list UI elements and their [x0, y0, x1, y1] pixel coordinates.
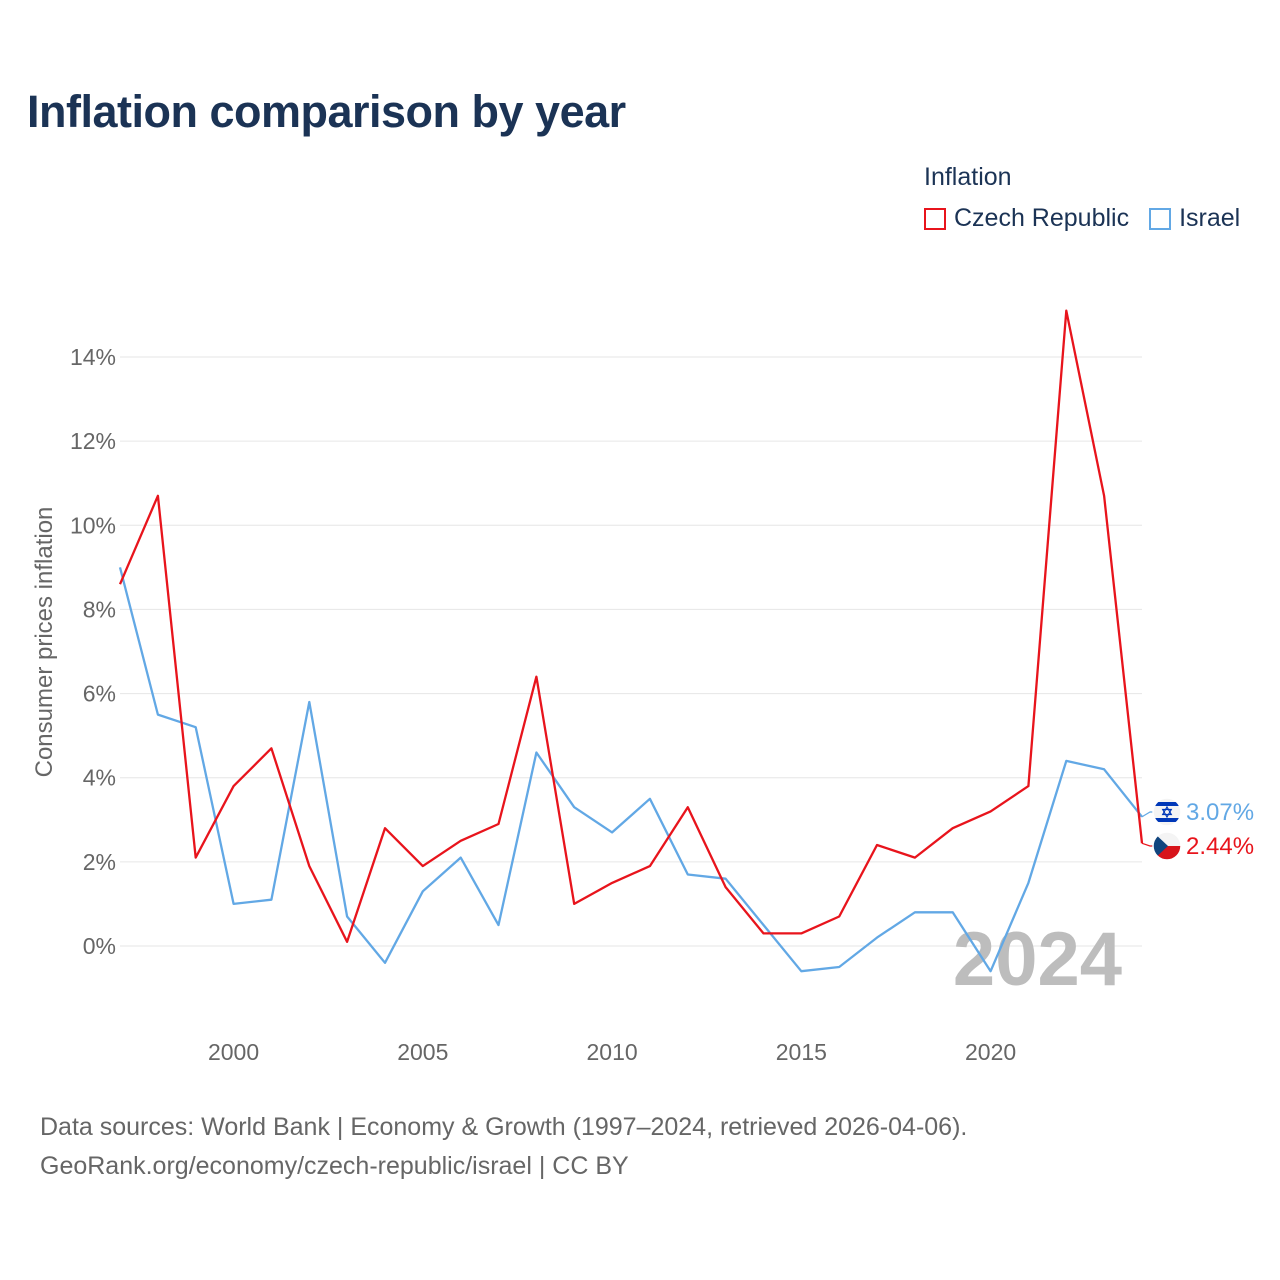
legend-title: Inflation — [924, 163, 1012, 191]
year-watermark: 2024 — [953, 917, 1122, 1002]
end-label-israel: 3.07% — [1186, 799, 1254, 826]
end-connector — [1141, 842, 1154, 847]
x-tick-label: 2005 — [397, 1039, 448, 1065]
end-labels: 2.44% 3.07% — [1141, 797, 1254, 861]
legend-swatch-israel — [1149, 207, 1172, 230]
y-axis-label: Consumer prices inflation — [31, 507, 58, 778]
x-tick-label: 2000 — [208, 1039, 259, 1065]
x-tick-label: 2010 — [586, 1039, 637, 1065]
source-note: Data sources: World Bank | Economy & Gro… — [40, 1108, 967, 1186]
y-tick-label: 12% — [70, 428, 116, 454]
legend: Czech Republic Israel — [924, 204, 1240, 233]
line-chart: 0% 2% 4% 6% 8% 10% 12% 14% 2000 2005 2010 2015 2020… — [31, 309, 1254, 1065]
y-tick-label: 4% — [83, 765, 116, 791]
end-connector — [1141, 811, 1154, 818]
y-tick-label: 2% — [83, 849, 116, 875]
series-line-czech-republic[interactable] — [118, 309, 1144, 943]
series-line-israel[interactable] — [118, 567, 1143, 973]
y-tick-label: 6% — [83, 681, 116, 707]
legend-label-israel: Israel — [1179, 204, 1241, 232]
legend-swatch-czech-republic — [924, 207, 946, 230]
y-tick-label: 0% — [83, 933, 116, 959]
source-line-1: Data sources: World Bank | Economy & Gro… — [40, 1113, 968, 1141]
y-tick-label: 10% — [70, 512, 116, 538]
israel-flag-icon — [1152, 797, 1182, 827]
y-tick-label: 8% — [83, 596, 116, 622]
czech-flag-icon — [1152, 831, 1182, 861]
source-line-2: GeoRank.org/economy/czech-republic/israe… — [40, 1152, 629, 1180]
x-tick-label: 2020 — [965, 1039, 1016, 1065]
x-axis-ticks: 2000 2005 2010 2015 2020 — [208, 1039, 1016, 1065]
x-tick-label: 2015 — [776, 1039, 827, 1065]
series-lines — [118, 309, 1144, 973]
chart-title: Inflation comparison by year — [27, 86, 626, 137]
legend-label-czech-republic: Czech Republic — [954, 204, 1130, 232]
y-axis-ticks: 0% 2% 4% 6% 8% 10% 12% 14% — [70, 344, 116, 959]
legend-item-czech-republic[interactable]: Czech Republic — [924, 204, 1129, 233]
legend-item-israel[interactable]: Israel — [1149, 204, 1240, 233]
end-label-czech-republic: 2.44% — [1186, 833, 1254, 860]
gridlines — [120, 356, 1142, 947]
y-tick-label: 14% — [70, 344, 116, 370]
